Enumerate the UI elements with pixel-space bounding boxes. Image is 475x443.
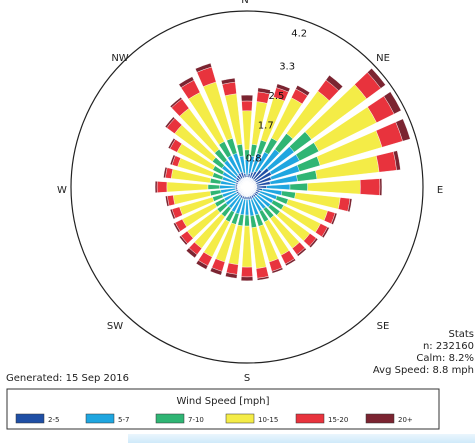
wind-bar-130deg-20+ bbox=[309, 237, 319, 248]
wind-bar-180deg-7-10 bbox=[244, 214, 250, 227]
legend-label-15-20: 15-20 bbox=[328, 416, 348, 424]
wind-bar-190deg-7-10 bbox=[237, 214, 245, 227]
wind-bar-320deg-20+ bbox=[169, 97, 183, 108]
wind-bar-210deg-20+ bbox=[195, 260, 209, 270]
wind-bar-50deg-20+ bbox=[367, 68, 386, 89]
wind-bar-240deg-20+ bbox=[173, 222, 181, 233]
wind-bar-0deg-15-20 bbox=[241, 100, 253, 112]
wind-bar-90deg-15-20 bbox=[359, 178, 381, 196]
legend-label-7-10: 7-10 bbox=[188, 416, 204, 424]
direction-label-sw: SW bbox=[107, 321, 123, 332]
wind-bar-260deg-20+ bbox=[165, 195, 170, 207]
legend-swatch-15-20 bbox=[295, 413, 325, 424]
wind-bar-180deg-5-7 bbox=[245, 199, 249, 216]
wind-bar-100deg-20+ bbox=[347, 198, 353, 213]
stats-avg-speed: Avg Speed: 8.8 mph bbox=[373, 365, 474, 376]
wind-bar-90deg-10-15 bbox=[307, 179, 361, 195]
wind-bar-310deg-20+ bbox=[164, 116, 176, 129]
stats-title: Stats bbox=[448, 329, 474, 340]
bottom-taskbar-strip bbox=[128, 434, 475, 443]
wind-bar-80deg-15-20 bbox=[376, 151, 397, 173]
wind-bar-230deg-20+ bbox=[179, 235, 188, 246]
wind-bar-80deg-20+ bbox=[393, 150, 401, 171]
direction-label-ne: NE bbox=[376, 53, 390, 64]
wind-bar-90deg-7-10 bbox=[289, 182, 308, 192]
wind-bar-260deg-7-10 bbox=[209, 189, 222, 196]
direction-label-nw: NW bbox=[111, 53, 128, 64]
wind-bar-0deg-10-15 bbox=[241, 110, 253, 151]
wind-bar-220deg-20+ bbox=[186, 247, 198, 259]
wind-bar-10deg-20+ bbox=[257, 87, 271, 95]
stats-n: n: 232160 bbox=[423, 341, 474, 352]
wind-bar-270deg-7-10 bbox=[207, 184, 220, 190]
wind-bar-270deg-10-15 bbox=[166, 181, 209, 193]
wind-bar-280deg-20+ bbox=[163, 166, 168, 179]
wind-bar-270deg-5-7 bbox=[219, 185, 236, 189]
legend-label-2-5: 2-5 bbox=[48, 416, 59, 424]
center-ray bbox=[244, 177, 248, 188]
legend-items: 2-5 5-7 7-10 10-15 15-20 20+ bbox=[15, 413, 413, 424]
direction-label-w: W bbox=[57, 185, 67, 196]
wind-bar-190deg-20+ bbox=[225, 272, 238, 279]
wind-bar-330deg-20+ bbox=[178, 76, 195, 88]
wind-bar-110deg-20+ bbox=[330, 212, 338, 225]
wind-bar-140deg-20+ bbox=[296, 247, 307, 257]
wind-bar-270deg-20+ bbox=[154, 181, 158, 193]
wind-bar-350deg-15-20 bbox=[221, 81, 237, 97]
legend-swatch-5-7 bbox=[85, 413, 115, 424]
wind-bar-90deg-5-7 bbox=[266, 184, 291, 190]
wind-bar-160deg-20+ bbox=[271, 267, 284, 274]
wind-bar-60deg-20+ bbox=[383, 91, 402, 115]
legend-label-20+: 20+ bbox=[398, 416, 413, 424]
wind-bar-170deg-7-10 bbox=[250, 215, 257, 229]
generated-date: Generated: 15 Sep 2016 bbox=[6, 373, 129, 384]
wind-bar-20deg-20+ bbox=[276, 83, 291, 93]
direction-label-e: E bbox=[437, 185, 443, 196]
legend-label-10-15: 10-15 bbox=[258, 416, 278, 424]
radial-tick-label: 2.5 bbox=[268, 91, 284, 102]
wind-bar-180deg-15-20 bbox=[241, 266, 253, 278]
radial-tick-label: 0.8 bbox=[246, 154, 262, 165]
radial-tick-label: 4.2 bbox=[291, 29, 307, 40]
wind-bar-290deg-20+ bbox=[169, 154, 176, 166]
direction-label-s: S bbox=[244, 373, 250, 384]
wind-bar-30deg-20+ bbox=[295, 85, 311, 97]
wind-bar-340deg-20+ bbox=[195, 62, 212, 73]
wind-bar-250deg-20+ bbox=[169, 208, 176, 220]
wind-bar-350deg-7-10 bbox=[236, 144, 244, 157]
legend-swatch-7-10 bbox=[155, 413, 185, 424]
wind-bar-200deg-20+ bbox=[209, 267, 223, 276]
stats-calm: Calm: 8.2% bbox=[416, 353, 474, 364]
wind-bar-100deg-7-10 bbox=[280, 190, 296, 199]
wind-bar-300deg-20+ bbox=[167, 138, 176, 150]
radial-tick-label: 1.7 bbox=[258, 121, 274, 132]
wind-bar-120deg-20+ bbox=[321, 226, 330, 239]
wind-bar-170deg-20+ bbox=[257, 276, 270, 281]
outer-ring bbox=[70, 10, 424, 364]
wind-bar-150deg-20+ bbox=[284, 258, 296, 267]
wind-bar-280deg-7-10 bbox=[209, 178, 222, 185]
legend-swatch-20+ bbox=[365, 413, 395, 424]
direction-label-se: SE bbox=[377, 321, 390, 332]
wind-rose-bars bbox=[154, 62, 411, 282]
wind-bar-90deg-20+ bbox=[379, 178, 383, 196]
legend-title: Wind Speed [mph] bbox=[176, 396, 269, 407]
wind-bar-190deg-15-20 bbox=[226, 262, 239, 275]
wind-bar-350deg-20+ bbox=[221, 77, 236, 85]
direction-label-n: N bbox=[241, 0, 248, 6]
wind-bar-70deg-20+ bbox=[395, 118, 411, 142]
radial-tick-label: 3.3 bbox=[279, 62, 295, 73]
wind-bar-80deg-7-10 bbox=[296, 170, 318, 182]
wind-bar-180deg-10-15 bbox=[241, 225, 253, 268]
legend-label-5-7: 5-7 bbox=[118, 416, 129, 424]
wind-bar-180deg-20+ bbox=[240, 276, 254, 282]
wind-bar-0deg-20+ bbox=[241, 94, 253, 102]
legend-swatch-2-5 bbox=[15, 413, 45, 424]
wind-bar-40deg-20+ bbox=[325, 74, 344, 91]
wind-bar-270deg-15-20 bbox=[156, 181, 168, 193]
radial-tick-labels: 0.8 1.7 2.5 3.3 4.2 bbox=[246, 29, 307, 165]
legend-swatch-10-15 bbox=[225, 413, 255, 424]
